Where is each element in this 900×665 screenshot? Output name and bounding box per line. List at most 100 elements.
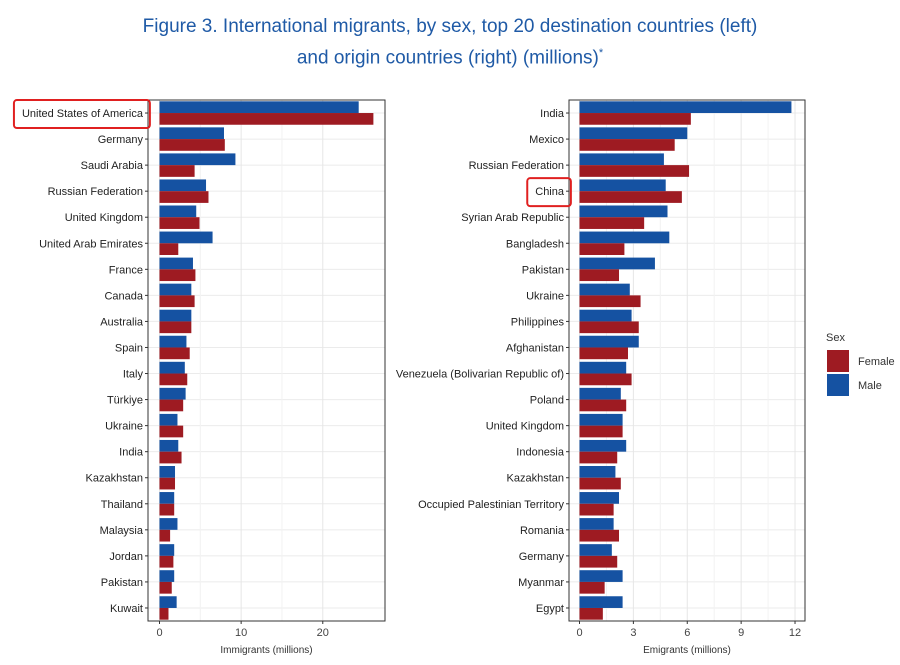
right-bar-male	[579, 153, 664, 166]
left-bar-male	[159, 153, 236, 166]
left-category-label: United States of America	[22, 108, 144, 120]
right-bar-male	[579, 361, 627, 374]
right-panel-origins: India Mexico Russian Federation China Syrian…	[396, 99, 806, 656]
left-bar-female	[159, 503, 175, 516]
left-bar-female	[159, 139, 225, 151]
legend-swatch-male	[827, 374, 849, 396]
right-x-tick-label: 6	[684, 627, 690, 639]
left-bar-female	[159, 295, 195, 308]
left-bar-male	[159, 361, 185, 374]
right-category-label: United Kingdom	[486, 421, 564, 433]
left-bar-male	[159, 257, 193, 270]
right-category-label: Russian Federation	[469, 160, 564, 172]
left-bar-male	[159, 101, 359, 114]
left-category-label: Türkiye	[107, 395, 143, 407]
right-bar-female	[579, 113, 691, 125]
legend-swatch-female	[827, 350, 849, 372]
left-panel-border	[147, 99, 386, 622]
left-bar-female	[159, 269, 196, 282]
right-bar-female	[579, 581, 605, 594]
left-bar-female	[159, 399, 184, 412]
right-bar-male	[579, 309, 632, 322]
left-bar-female	[159, 191, 209, 203]
left-bar-female	[159, 451, 182, 464]
right-bar-male	[579, 596, 623, 608]
left-bar-female	[159, 347, 190, 360]
left-category-label: Canada	[104, 290, 143, 302]
right-category-label: China	[535, 186, 565, 198]
left-bar-female	[159, 165, 195, 177]
right-bar-male	[579, 101, 792, 114]
legend-title: Sex	[826, 332, 845, 344]
right-category-label: Venezuela (Bolivarian Republic of)	[396, 369, 564, 381]
left-category-label: Jordan	[109, 551, 143, 563]
left-bar-male	[159, 439, 179, 452]
right-bar-female	[579, 139, 675, 151]
right-category-label: Poland	[530, 395, 564, 407]
right-bar-male	[579, 492, 620, 504]
right-bar-female	[579, 217, 645, 229]
left-x-tick-label: 20	[317, 627, 329, 639]
left-category-label: Ukraine	[105, 421, 143, 433]
right-x-tick-label: 3	[630, 627, 636, 639]
left-category-label: Saudi Arabia	[81, 160, 144, 172]
left-bar-female	[159, 425, 184, 438]
right-bar-male	[579, 413, 623, 426]
right-category-label: Indonesia	[516, 447, 565, 459]
right-bar-female	[579, 373, 632, 386]
chart-title-line1: Figure 3. International migrants, by sex…	[142, 16, 758, 37]
left-bar-male	[159, 205, 197, 218]
right-bar-male	[579, 205, 668, 218]
right-bars	[579, 101, 792, 620]
right-category-label: Germany	[519, 551, 565, 563]
right-bar-male	[579, 283, 630, 296]
right-x-axis-label: Emigrants (millions)	[643, 645, 731, 656]
left-bar-female	[159, 555, 174, 568]
right-category-label: Mexico	[529, 134, 564, 146]
left-category-label: Germany	[98, 134, 144, 146]
highlight-boxes	[12, 99, 572, 208]
left-category-label: Pakistan	[101, 577, 143, 589]
right-bar-male	[579, 439, 627, 452]
right-x-tick-label: 0	[576, 627, 582, 639]
left-gridlines	[148, 100, 385, 621]
right-bar-female	[579, 269, 620, 282]
left-bar-male	[159, 127, 224, 140]
chart-title-line2-text: and origin countries (right) (millions)	[296, 47, 599, 69]
right-bar-male	[579, 387, 621, 400]
left-bar-female	[159, 321, 192, 334]
right-category-label: Bangladesh	[506, 238, 564, 250]
right-gridlines	[569, 100, 805, 621]
right-category-label: Philippines	[511, 316, 565, 328]
right-x-tick-label: 9	[738, 627, 744, 639]
right-bar-female	[579, 503, 614, 516]
left-bar-male	[159, 387, 186, 400]
left-bar-male	[159, 335, 187, 348]
right-bar-female	[579, 451, 618, 464]
left-category-label: Kazakhstan	[86, 473, 143, 485]
right-bar-male	[579, 257, 655, 270]
left-category-label: Kuwait	[110, 603, 143, 615]
highlight-box	[526, 177, 572, 208]
left-bar-female	[159, 243, 179, 255]
left-bar-male	[159, 492, 175, 504]
left-panel-destinations: United States of America Germany Saudi Ara…	[22, 99, 386, 656]
right-category-label: Ukraine	[526, 290, 564, 302]
left-bar-male	[159, 413, 178, 426]
right-category-label: Afghanistan	[506, 342, 564, 354]
left-category-label: Spain	[115, 342, 143, 354]
left-bar-female	[159, 217, 200, 229]
right-x-tick-label: 12	[789, 627, 801, 639]
left-category-label: France	[109, 264, 143, 276]
right-bar-female	[579, 191, 682, 203]
right-bar-male	[579, 231, 670, 244]
right-category-label: Syrian Arab Republic	[461, 212, 564, 224]
left-bar-female	[159, 529, 171, 542]
left-category-label: Thailand	[101, 499, 143, 511]
left-category-label: Malaysia	[100, 525, 144, 537]
left-x-axis-label: Immigrants (millions)	[220, 645, 312, 656]
left-bar-female	[159, 581, 172, 594]
highlight-box	[12, 99, 151, 130]
right-bar-female	[579, 477, 621, 490]
right-category-label: Egypt	[536, 603, 564, 615]
